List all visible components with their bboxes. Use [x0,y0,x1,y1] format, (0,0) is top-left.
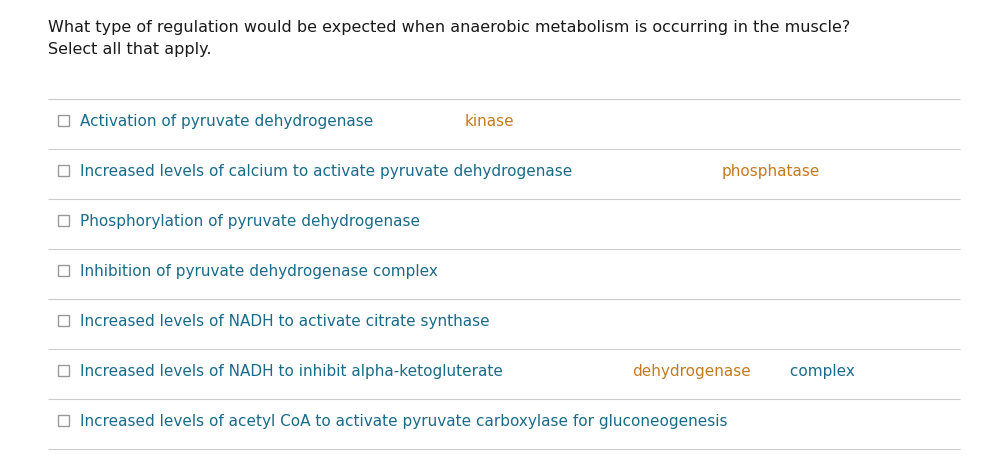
FancyBboxPatch shape [58,315,69,326]
FancyBboxPatch shape [58,116,69,127]
Text: kinase: kinase [465,114,514,129]
Text: Activation of pyruvate dehydrogenase: Activation of pyruvate dehydrogenase [80,114,378,129]
Text: Increased levels of calcium to activate pyruvate dehydrogenase: Increased levels of calcium to activate … [80,164,577,179]
FancyBboxPatch shape [58,365,69,376]
Text: Select all that apply.: Select all that apply. [48,42,211,57]
FancyBboxPatch shape [58,265,69,276]
Text: dehydrogenase: dehydrogenase [631,363,751,378]
Text: Phosphorylation of pyruvate dehydrogenase: Phosphorylation of pyruvate dehydrogenas… [80,213,420,229]
Text: Inhibition of pyruvate dehydrogenase complex: Inhibition of pyruvate dehydrogenase com… [80,263,438,279]
Text: Increased levels of NADH to activate citrate synthase: Increased levels of NADH to activate cit… [80,313,490,328]
FancyBboxPatch shape [58,415,69,426]
Text: What type of regulation would be expected when anaerobic metabolism is occurring: What type of regulation would be expecte… [48,20,851,35]
Text: phosphatase: phosphatase [721,164,820,179]
Text: Increased levels of NADH to inhibit alpha-ketogluterate: Increased levels of NADH to inhibit alph… [80,363,508,378]
Text: complex: complex [785,363,855,378]
FancyBboxPatch shape [58,166,69,177]
Text: Increased levels of acetyl CoA to activate pyruvate carboxylase for gluconeogene: Increased levels of acetyl CoA to activa… [80,413,727,428]
FancyBboxPatch shape [58,216,69,226]
